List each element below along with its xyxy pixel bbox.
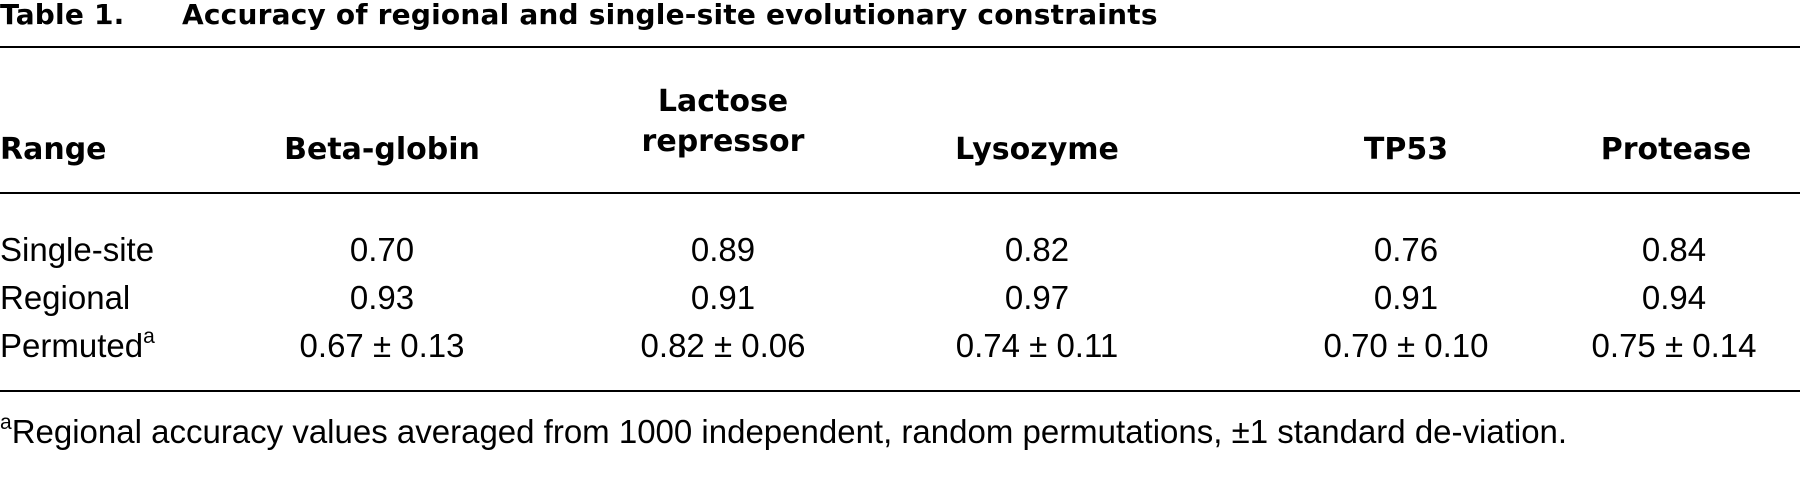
column-header-lactose-repressor: Lactose repressor: [593, 82, 853, 162]
row-label-text: Permuted: [0, 327, 144, 364]
row-label-text: Single-site: [0, 231, 155, 268]
table-cell: 0.74 ± 0.11: [955, 327, 1119, 364]
column-header-text-line2: repressor: [641, 124, 805, 159]
column-header-text: Lysozyme: [955, 132, 1119, 167]
row-label: Permuteda: [0, 324, 155, 368]
table-number: Table 1.: [0, 0, 125, 31]
column-header-tp53: TP53: [1276, 130, 1536, 170]
row-label-text: Regional: [0, 279, 131, 316]
column-header-beta-globin: Beta-globin: [252, 130, 512, 170]
table-cell: 0.82 ± 0.06: [640, 327, 806, 364]
table-cell: 0.91: [690, 279, 756, 316]
column-header-range: Range: [0, 132, 107, 167]
table-row: Permuteda 0.67 ± 0.13 0.82 ± 0.06 0.74 ±…: [0, 324, 1800, 368]
table-caption: Table 1. Accuracy of regional and single-…: [0, 0, 1158, 31]
column-header-text: TP53: [1363, 132, 1449, 167]
table-title: Accuracy of regional and single-site evo…: [182, 0, 1158, 31]
footnote-text: Regional accuracy values averaged from 1…: [11, 413, 1568, 450]
footnote-marker: a: [0, 411, 12, 434]
table-cell: 0.84: [1641, 231, 1707, 268]
table-cell: 0.89: [690, 231, 756, 268]
column-header-lysozyme: Lysozyme: [907, 130, 1167, 170]
column-header-text: Beta-globin: [284, 132, 480, 167]
table-cell: 0.76: [1373, 231, 1439, 268]
table-row: Single-site 0.70 0.89 0.82 0.76 0.84: [0, 228, 1800, 272]
table-cell: 0.82: [1004, 231, 1070, 268]
column-header-text: Protease: [1600, 132, 1752, 167]
table-cell: 0.94: [1641, 279, 1707, 316]
table-footnote: aRegional accuracy values averaged from …: [0, 410, 1800, 454]
top-rule: [0, 46, 1800, 48]
table-cell: 0.91: [1373, 279, 1439, 316]
bottom-rule: [0, 390, 1800, 392]
table-cell: 0.75 ± 0.14: [1591, 327, 1757, 364]
row-label: Regional: [0, 276, 130, 320]
table-row: Regional 0.93 0.91 0.97 0.91 0.94: [0, 276, 1800, 320]
row-label: Single-site: [0, 228, 154, 272]
table-cell: 0.93: [349, 279, 415, 316]
table-cell: 0.70 ± 0.10: [1323, 327, 1489, 364]
table-cell: 0.97: [1004, 279, 1070, 316]
header-rule: [0, 192, 1800, 194]
table-cell: 0.67 ± 0.13: [299, 327, 465, 364]
column-header-text-line1: Lactose: [657, 84, 789, 119]
column-header-protease: Protease: [1546, 130, 1800, 170]
table-cell: 0.70: [349, 231, 415, 268]
footnote-marker: a: [143, 325, 155, 348]
